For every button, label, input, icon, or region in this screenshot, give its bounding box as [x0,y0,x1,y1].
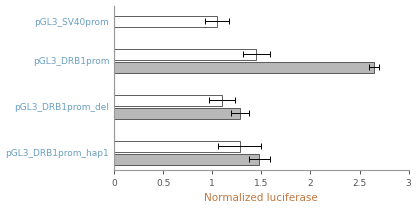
Bar [114,108,240,119]
Bar [114,95,222,106]
Bar [114,16,217,27]
X-axis label: Normalized luciferase: Normalized luciferase [204,194,318,203]
Bar [114,154,259,164]
Bar [114,141,240,152]
Bar [114,62,374,73]
Bar [114,49,256,60]
